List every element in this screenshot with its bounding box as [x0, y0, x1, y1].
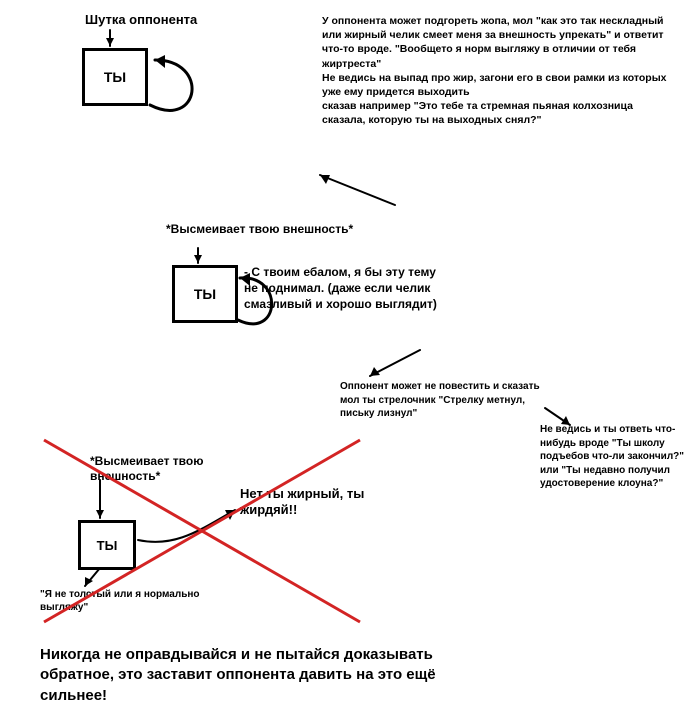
box-top-label: ТЫ [104, 69, 126, 85]
paragraph-opponent-counter: Оппонент может не повестить и сказать мо… [340, 380, 550, 421]
paragraph-opponent-reaction: У оппонента может подгореть жопа, мол "к… [322, 14, 672, 127]
conclusion-text: Никогда не оправдывайся и не пытайся док… [40, 645, 470, 706]
label-bot-below: "Я не толстый или я нормально выгляжу" [40, 589, 210, 614]
label-top-title: Шутка оппонента [85, 12, 265, 28]
label-bot-above: *Высмеивает твою внешность* [90, 454, 270, 484]
paragraph-your-counter: Не ведись и ты ответь что-нибудь вроде "… [540, 423, 700, 491]
box-bot-label: ТЫ [97, 538, 118, 553]
box-mid-label: ТЫ [194, 286, 216, 302]
box-top-you: ТЫ [82, 48, 148, 106]
label-bot-right: Нет ты жирный, ты жирдяй!! [240, 486, 410, 519]
box-bot-you: ТЫ [78, 520, 136, 570]
label-mid-above: *Высмеивает твою внешность* [166, 222, 366, 237]
diagram-stage: ТЫ Шутка оппонента У оппонента может под… [0, 0, 700, 716]
label-mid-response: - С твоим ебалом, я бы эту тему не подни… [244, 264, 444, 313]
box-mid-you: ТЫ [172, 265, 238, 323]
